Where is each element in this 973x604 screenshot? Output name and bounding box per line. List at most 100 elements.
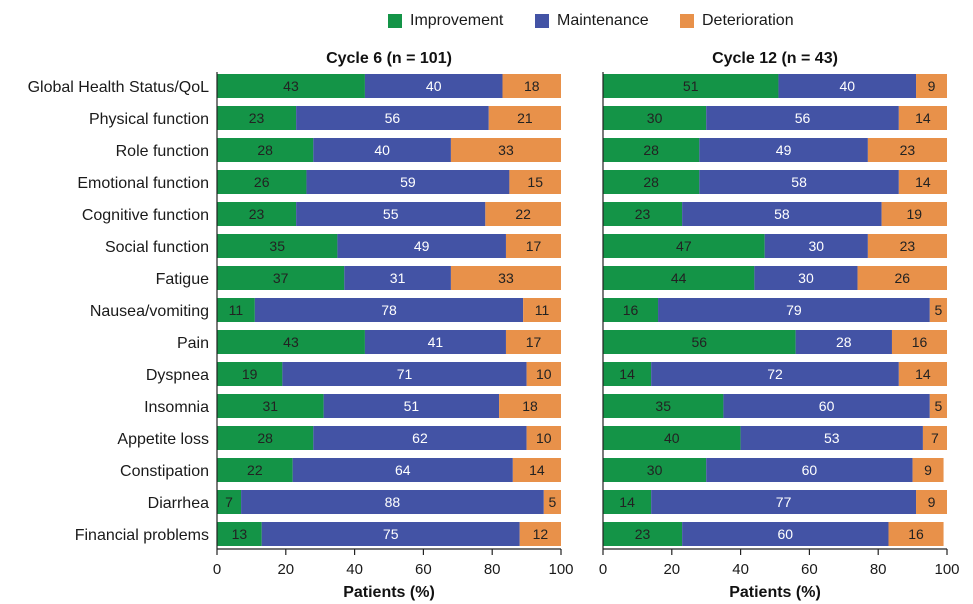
bar-deterioration-p2-constipation <box>912 458 944 482</box>
bar-improvement-p2-dyspnea <box>603 362 652 386</box>
bar-improvement-p2-constipation <box>603 458 707 482</box>
x-tick-label-p2-20: 20 <box>663 561 680 578</box>
category-label-diarrhea: Diarrhea <box>148 495 209 512</box>
bar-label-deterioration-p2-appetite-loss: 7 <box>931 430 939 446</box>
bar-label-deterioration-p1-pain: 17 <box>526 334 542 350</box>
bar-maintenance-p1-physical-function <box>296 106 489 130</box>
bar-deterioration-p2-fatigue <box>857 266 947 290</box>
bar-label-deterioration-p2-fatigue: 26 <box>894 270 910 286</box>
bar-maintenance-p1-nausea-vomiting <box>254 298 524 322</box>
bar-improvement-p2-appetite-loss <box>603 426 741 450</box>
bar-label-deterioration-p2-insomnia: 5 <box>935 398 943 414</box>
bar-label-maintenance-p1-appetite-loss: 62 <box>412 430 428 446</box>
bar-label-deterioration-p2-nausea-vomiting: 5 <box>935 302 943 318</box>
x-tick-label-p1-80: 80 <box>484 561 501 578</box>
bar-maintenance-p2-financial-problems <box>682 522 889 546</box>
bar-maintenance-p1-insomnia <box>323 394 500 418</box>
bar-improvement-p1-constipation <box>217 458 293 482</box>
bar-deterioration-p2-role-function <box>867 138 947 162</box>
bar-label-deterioration-p2-constipation: 9 <box>924 462 932 478</box>
bar-label-improvement-p2-cognitive-function: 23 <box>635 206 651 222</box>
category-label-emotional-function: Emotional function <box>77 175 209 192</box>
bar-improvement-p2-physical-function <box>603 106 707 130</box>
category-label-pain: Pain <box>177 335 209 352</box>
bar-label-improvement-p1-global-health-status-qol: 43 <box>283 78 299 94</box>
bar-label-improvement-p2-financial-problems: 23 <box>635 526 651 542</box>
bar-deterioration-p2-diarrhea <box>916 490 947 514</box>
bar-improvement-p1-dyspnea <box>217 362 283 386</box>
bar-label-deterioration-p1-global-health-status-qol: 18 <box>524 78 540 94</box>
bar-label-deterioration-p2-pain: 16 <box>912 334 928 350</box>
bar-label-improvement-p2-insomnia: 35 <box>655 398 671 414</box>
bar-label-improvement-p1-diarrhea: 7 <box>225 494 233 510</box>
x-tick-label-p2-100: 100 <box>934 561 959 578</box>
legend-item-maintenance: Maintenance <box>535 10 649 32</box>
x-tick-label-p2-0: 0 <box>599 561 607 578</box>
chart-legend: Improvement Maintenance Deterioration <box>0 10 973 32</box>
bar-label-improvement-p1-financial-problems: 13 <box>232 526 248 542</box>
category-label-constipation: Constipation <box>120 463 209 480</box>
panel-title-1: Cycle 6 (n = 101) <box>326 50 452 67</box>
bar-maintenance-p1-diarrhea <box>241 490 544 514</box>
x-tick-label-p1-40: 40 <box>346 561 363 578</box>
x-tick-label-p2-60: 60 <box>801 561 818 578</box>
bar-label-deterioration-p2-emotional-function: 14 <box>915 174 931 190</box>
bar-improvement-p1-nausea-vomiting <box>217 298 255 322</box>
bar-label-maintenance-p2-social-function: 30 <box>808 238 824 254</box>
bar-improvement-p2-role-function <box>603 138 700 162</box>
bar-deterioration-p1-dyspnea <box>526 362 561 386</box>
bar-label-deterioration-p1-constipation: 14 <box>529 462 545 478</box>
bar-maintenance-p1-constipation <box>292 458 513 482</box>
bar-maintenance-p2-social-function <box>764 234 868 258</box>
bar-label-deterioration-p1-physical-function: 21 <box>517 110 533 126</box>
bar-maintenance-p2-diarrhea <box>651 490 917 514</box>
bar-maintenance-p2-physical-function <box>706 106 899 130</box>
category-label-physical-function: Physical function <box>89 111 209 128</box>
bar-improvement-p1-financial-problems <box>217 522 262 546</box>
bar-label-maintenance-p1-insomnia: 51 <box>404 398 420 414</box>
bar-deterioration-p2-emotional-function <box>898 170 947 194</box>
bar-label-improvement-p2-fatigue: 44 <box>671 270 687 286</box>
bar-label-deterioration-p1-cognitive-function: 22 <box>515 206 531 222</box>
bar-improvement-p1-physical-function <box>217 106 297 130</box>
bar-improvement-p1-role-function <box>217 138 314 162</box>
category-label-role-function: Role function <box>116 143 209 160</box>
x-axis-title-p2: Patients (%) <box>729 584 821 601</box>
bar-label-deterioration-p1-social-function: 17 <box>526 238 542 254</box>
bar-label-maintenance-p1-physical-function: 56 <box>385 110 401 126</box>
bar-improvement-p1-insomnia <box>217 394 324 418</box>
bar-improvement-p1-diarrhea <box>217 490 242 514</box>
bar-improvement-p1-pain <box>217 330 365 354</box>
bar-label-improvement-p1-appetite-loss: 28 <box>257 430 273 446</box>
bar-maintenance-p1-appetite-loss <box>313 426 527 450</box>
bar-label-deterioration-p2-global-health-status-qol: 9 <box>928 78 936 94</box>
bar-improvement-p2-cognitive-function <box>603 202 683 226</box>
bar-deterioration-p1-physical-function <box>488 106 561 130</box>
bar-improvement-p2-diarrhea <box>603 490 652 514</box>
bar-label-improvement-p2-emotional-function: 28 <box>643 174 659 190</box>
bar-maintenance-p2-constipation <box>706 458 913 482</box>
bar-improvement-p2-financial-problems <box>603 522 683 546</box>
bar-label-maintenance-p1-constipation: 64 <box>395 462 411 478</box>
bar-deterioration-p1-nausea-vomiting <box>523 298 561 322</box>
bar-improvement-p1-emotional-function <box>217 170 307 194</box>
bar-label-deterioration-p1-financial-problems: 12 <box>533 526 549 542</box>
bar-label-maintenance-p2-appetite-loss: 53 <box>824 430 840 446</box>
bar-maintenance-p1-emotional-function <box>306 170 510 194</box>
bar-deterioration-p1-financial-problems <box>519 522 561 546</box>
bar-maintenance-p2-insomnia <box>723 394 930 418</box>
category-label-social-function: Social function <box>105 239 209 256</box>
bar-maintenance-p2-nausea-vomiting <box>658 298 930 322</box>
bar-maintenance-p2-fatigue <box>754 266 858 290</box>
bar-deterioration-p1-diarrhea <box>543 490 561 514</box>
legend-label-deterioration: Deterioration <box>702 12 794 29</box>
bar-maintenance-p2-dyspnea <box>651 362 899 386</box>
bar-label-improvement-p1-role-function: 28 <box>257 142 273 158</box>
bar-label-deterioration-p2-financial-problems: 16 <box>908 526 924 542</box>
bar-deterioration-p1-role-function <box>450 138 561 162</box>
bar-deterioration-p1-appetite-loss <box>526 426 561 450</box>
bar-label-maintenance-p2-physical-function: 56 <box>795 110 811 126</box>
bar-improvement-p2-social-function <box>603 234 765 258</box>
bar-label-improvement-p1-cognitive-function: 23 <box>249 206 265 222</box>
